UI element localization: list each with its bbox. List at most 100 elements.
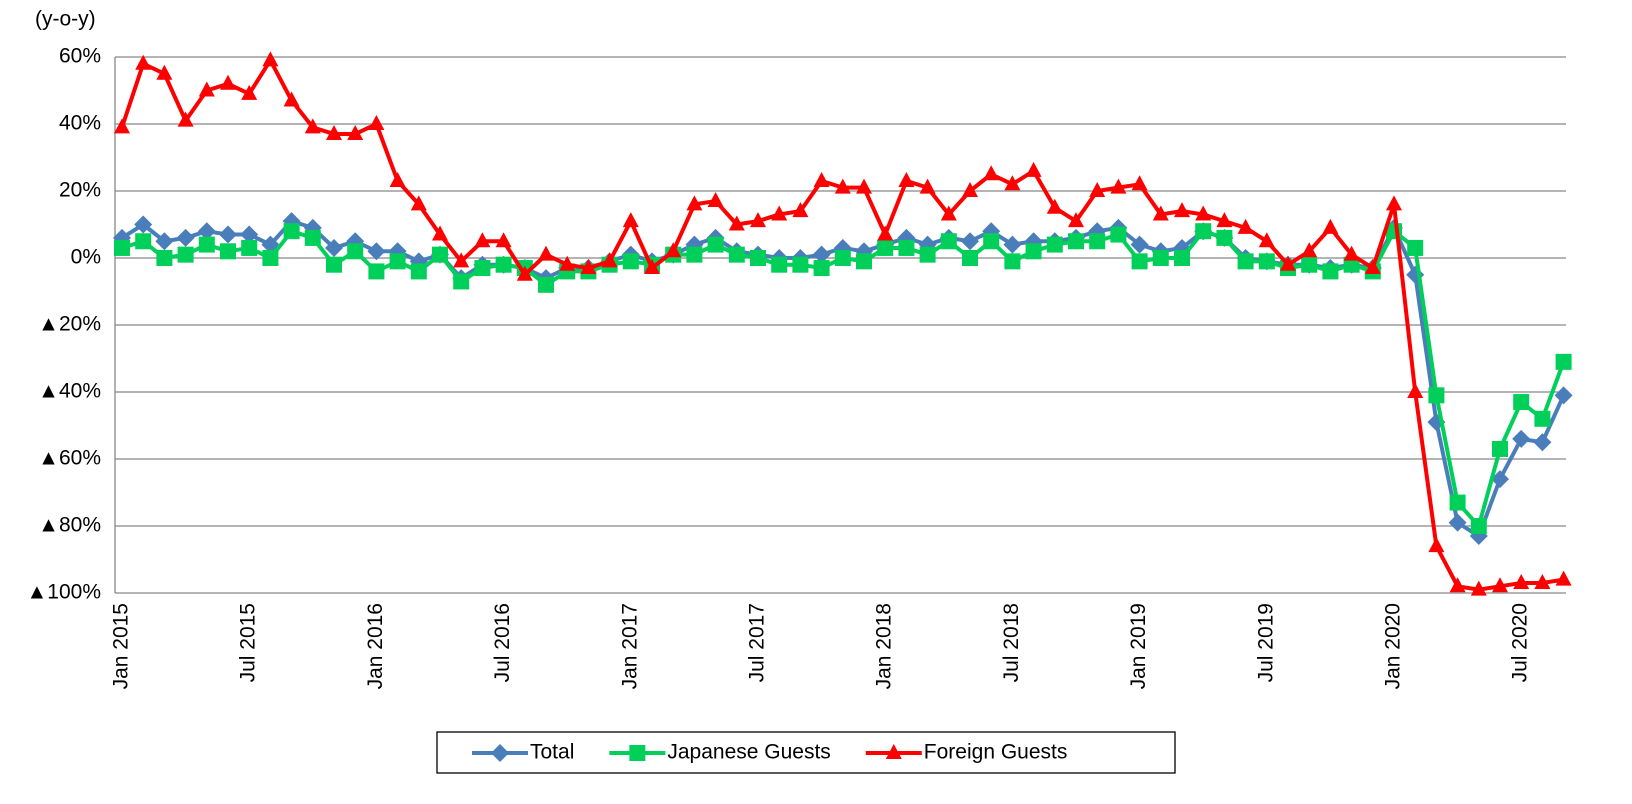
y-tick-label: ▲60% <box>38 447 101 470</box>
marker <box>1407 239 1424 256</box>
marker <box>1195 205 1212 221</box>
marker <box>898 239 915 256</box>
marker <box>1322 263 1339 280</box>
marker <box>495 256 512 273</box>
marker <box>1492 440 1508 457</box>
marker <box>538 276 554 293</box>
marker <box>1174 250 1190 266</box>
marker <box>135 233 152 250</box>
marker <box>1152 250 1169 266</box>
marker <box>1492 577 1508 593</box>
marker <box>728 215 745 231</box>
marker <box>962 250 978 266</box>
marker <box>491 744 509 762</box>
marker <box>686 246 703 263</box>
y-tick-label: 20% <box>59 179 101 202</box>
marker <box>834 250 851 266</box>
marker <box>368 115 385 130</box>
marker <box>1046 236 1063 253</box>
marker <box>495 232 512 248</box>
marker <box>197 222 216 241</box>
marker <box>1110 226 1127 243</box>
marker <box>961 232 979 251</box>
y-tick-label: ▲20% <box>38 313 101 336</box>
marker <box>220 243 236 260</box>
marker <box>1195 223 1212 240</box>
marker <box>304 118 321 134</box>
marker <box>750 250 766 266</box>
marker <box>219 225 237 244</box>
marker <box>833 238 852 257</box>
x-tick-label: Jul 2015 <box>237 603 260 682</box>
marker <box>1513 573 1530 589</box>
marker <box>1110 178 1127 194</box>
x-tick-label: Jan 2018 <box>873 603 896 689</box>
marker <box>1512 429 1531 448</box>
marker <box>898 171 915 187</box>
marker <box>283 223 300 240</box>
y-tick-label: ▲100% <box>27 581 102 604</box>
marker <box>368 263 385 280</box>
marker <box>155 232 174 251</box>
marker <box>1513 394 1530 411</box>
series-line <box>121 229 1566 528</box>
marker <box>983 165 1000 181</box>
x-tick-label: Jan 2019 <box>1127 603 1150 689</box>
marker <box>516 265 533 281</box>
marker <box>1152 205 1169 221</box>
marker <box>1449 577 1466 593</box>
marker <box>176 228 195 247</box>
marker <box>114 118 130 134</box>
marker <box>629 745 646 761</box>
marker <box>1258 232 1275 248</box>
marker <box>1025 161 1042 177</box>
marker <box>1386 195 1402 211</box>
marker <box>1343 245 1360 261</box>
marker <box>432 225 448 241</box>
marker <box>1237 218 1254 234</box>
y-tick-label: ▲80% <box>38 514 101 537</box>
marker <box>1089 233 1106 250</box>
marker <box>885 744 902 759</box>
marker <box>665 242 682 258</box>
marker <box>940 233 957 250</box>
marker <box>983 233 1000 250</box>
marker <box>1448 513 1467 532</box>
marker <box>347 125 364 141</box>
marker <box>1004 175 1021 191</box>
marker <box>1301 242 1318 258</box>
marker <box>1216 229 1233 246</box>
x-tick-label: Jul 2016 <box>491 603 514 682</box>
marker <box>410 195 427 211</box>
x-tick-label: Jul 2019 <box>1254 603 1277 682</box>
marker <box>1428 537 1445 553</box>
marker <box>1025 243 1042 260</box>
marker <box>241 239 258 256</box>
marker <box>707 192 724 208</box>
marker <box>1089 182 1106 197</box>
marker <box>1534 573 1551 589</box>
marker <box>1449 494 1466 511</box>
marker <box>135 54 152 70</box>
marker <box>1301 256 1318 273</box>
marker <box>1470 518 1487 534</box>
x-tick-label: Jan 2017 <box>618 603 641 689</box>
marker <box>1004 253 1021 270</box>
marker <box>367 242 386 261</box>
marker <box>240 225 259 244</box>
marker <box>538 245 554 261</box>
legend-label: Total <box>530 741 574 764</box>
marker <box>325 238 343 257</box>
marker <box>1130 235 1149 254</box>
marker <box>1428 387 1445 404</box>
marker <box>707 236 724 253</box>
marker <box>856 253 872 270</box>
marker <box>601 252 618 268</box>
marker <box>1046 198 1063 214</box>
marker <box>728 246 745 263</box>
marker <box>812 245 831 264</box>
x-tick-label: Jul 2020 <box>1509 603 1532 682</box>
marker <box>134 215 153 234</box>
marker <box>1068 212 1084 228</box>
marker <box>1216 212 1233 228</box>
